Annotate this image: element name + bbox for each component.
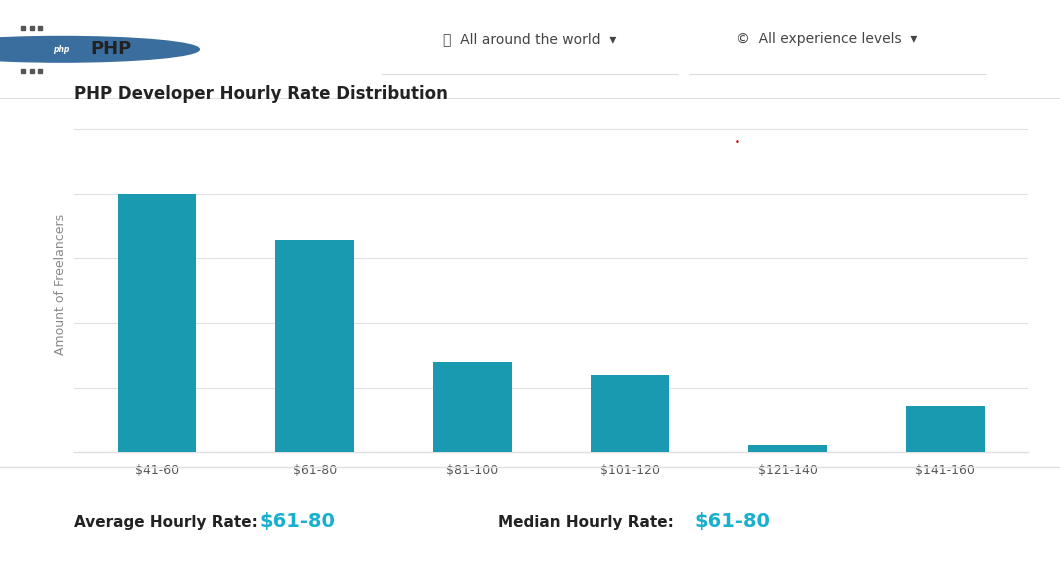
Text: •: • [735,137,739,147]
Text: ©  All experience levels  ▾: © All experience levels ▾ [736,32,918,46]
Bar [118,194,196,452]
Circle shape [0,37,199,62]
Text: ⦿  All around the world  ▾: ⦿ All around the world ▾ [443,32,617,46]
Bar [748,445,827,452]
Text: php: php [53,45,70,54]
Bar [276,240,354,452]
Bar [906,406,985,452]
Y-axis label: Amount of Freelancers: Amount of Freelancers [54,213,67,355]
Text: Median Hourly Rate:: Median Hourly Rate: [498,514,674,530]
Bar [590,375,670,452]
Text: $61-80: $61-80 [260,513,336,531]
Text: PHP Developer Hourly Rate Distribution: PHP Developer Hourly Rate Distribution [74,85,448,103]
Text: $61-80: $61-80 [694,513,771,531]
Text: PHP: PHP [90,40,131,59]
Text: Average Hourly Rate:: Average Hourly Rate: [74,514,258,530]
Bar [432,362,512,452]
